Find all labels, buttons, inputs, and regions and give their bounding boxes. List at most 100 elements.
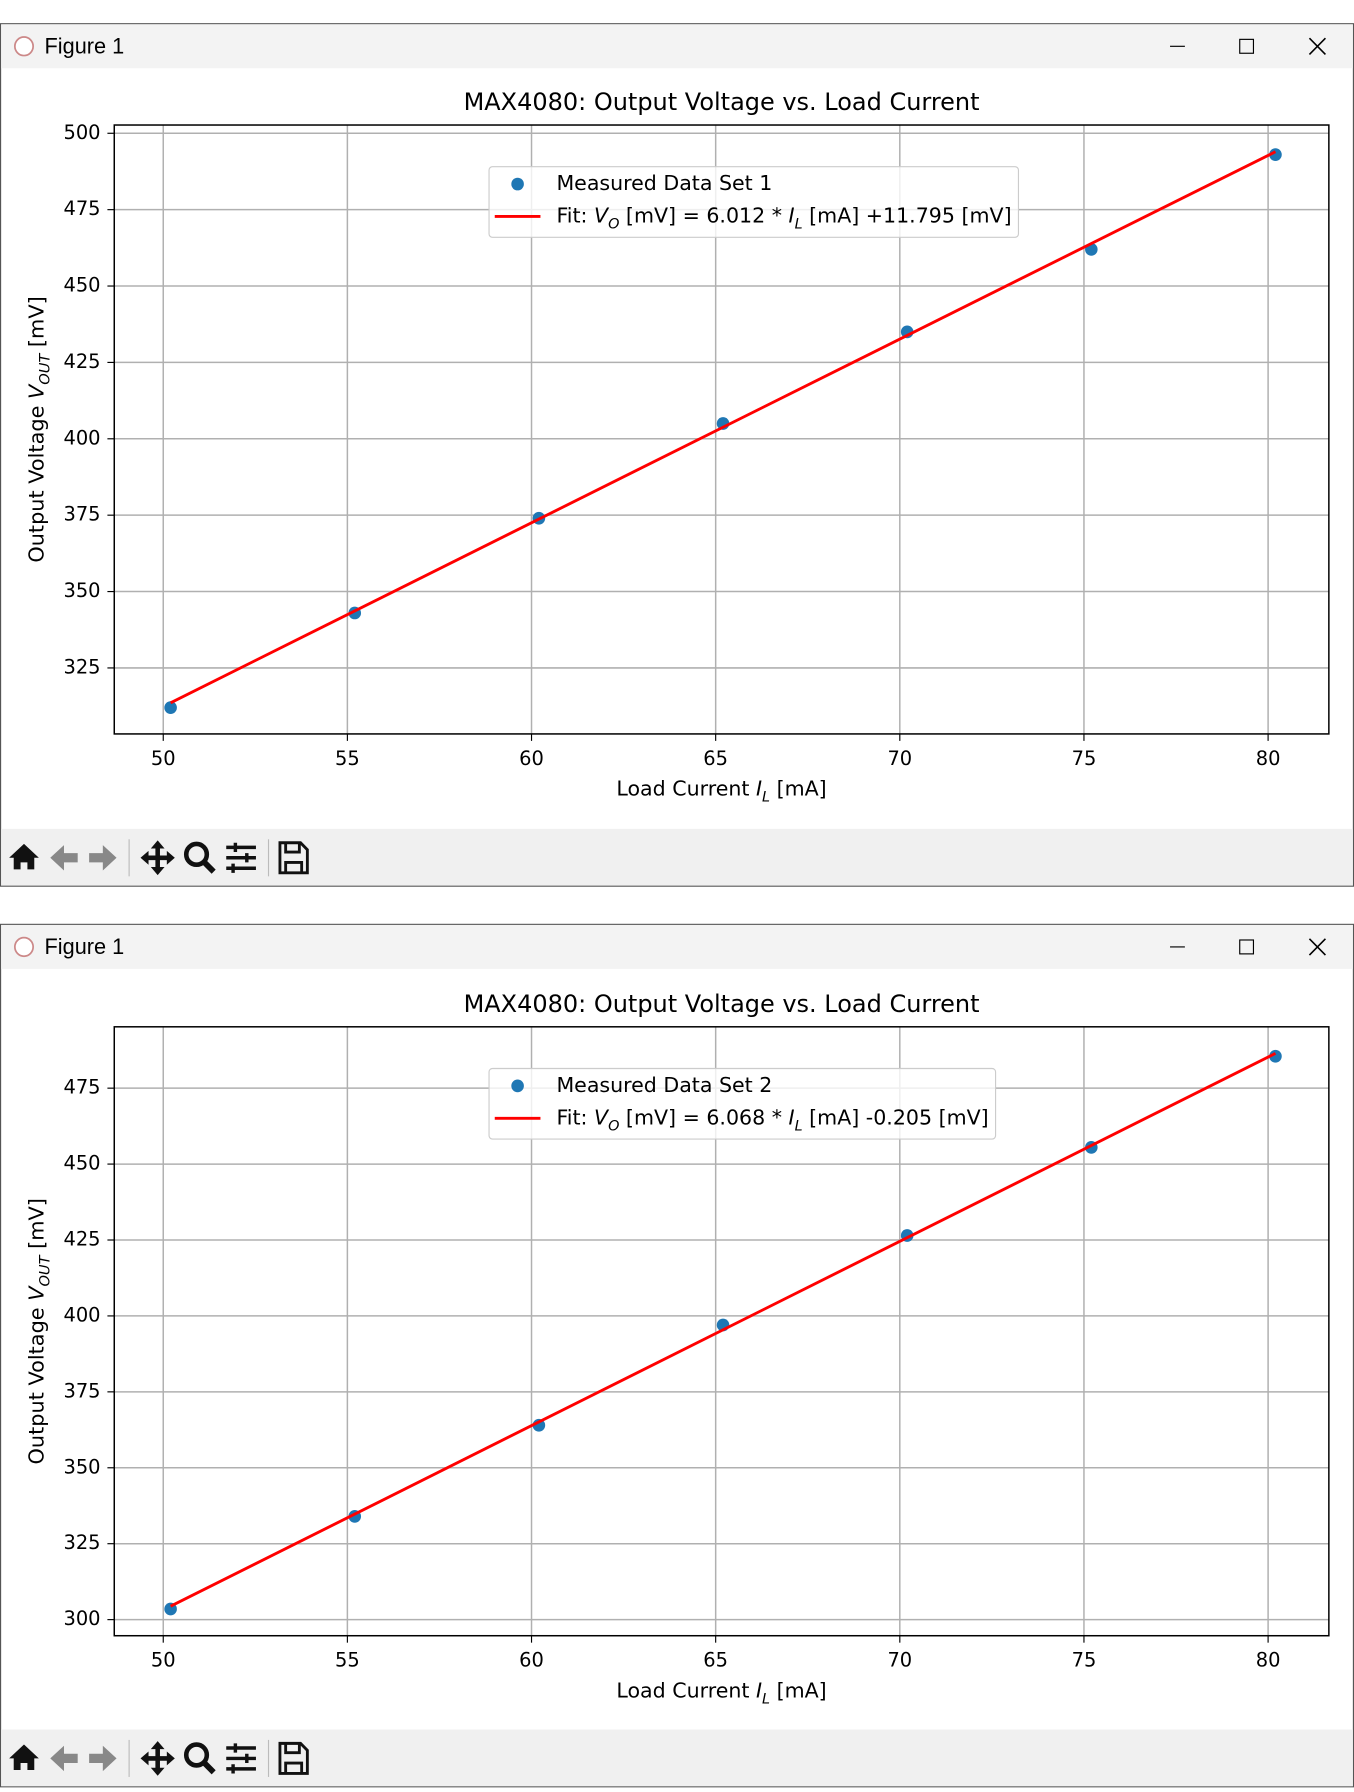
x-axis-label: Load Current IL [mA]	[616, 1678, 826, 1707]
fit-line	[169, 1052, 1277, 1608]
y-tick-label: 475	[63, 1076, 100, 1099]
legend-label: Fit: VO [mV] = 6.068 * IL [mA] -0.205 [m…	[556, 1105, 988, 1134]
data-point	[164, 701, 177, 715]
legend: Measured Data Set 2 Fit: VO [mV] = 6.068 …	[488, 1067, 997, 1140]
text-part: [mA] +11.795 [mV]	[803, 203, 1012, 227]
x-tick-label: 65	[703, 1649, 728, 1672]
close-button[interactable]	[1308, 938, 1327, 956]
y-tick-label: 325	[63, 1531, 100, 1554]
save-button[interactable]	[278, 841, 309, 875]
legend-box	[488, 166, 1020, 238]
pan-button[interactable]	[140, 840, 175, 876]
configure-button[interactable]	[226, 842, 256, 873]
y-tick-label: 450	[63, 273, 100, 296]
x-tick-label: 55	[335, 1649, 360, 1672]
y-axis-label: Output Voltage VOUT [mV]	[25, 296, 54, 562]
text-part: O	[608, 1118, 619, 1134]
x-tick-label: 55	[335, 747, 360, 770]
title-bar	[1, 924, 1353, 969]
y-tick-label: 350	[63, 1455, 100, 1478]
data-point	[1269, 1049, 1282, 1063]
x-tick-label: 75	[1072, 1649, 1097, 1672]
chart: 50 55 60 65 70 75 80 325 350 375 400 425 450 475 500 MA…	[25, 88, 1330, 806]
zoom-button[interactable]	[183, 1742, 210, 1768]
text-part: I	[756, 776, 762, 800]
y-tick-label: 350	[63, 579, 100, 602]
x-tick-label: 70	[887, 1649, 912, 1672]
y-tick-label: 400	[63, 1303, 100, 1326]
forward-button[interactable]	[89, 845, 117, 871]
text-part: [mV] = 6.012 *	[619, 203, 788, 227]
maximize-button[interactable]	[1239, 939, 1255, 955]
text-part: O	[608, 216, 619, 232]
maximize-button[interactable]	[1239, 38, 1255, 54]
y-axis-label: Output Voltage VOUT [mV]	[25, 1198, 54, 1464]
y-tick-label: 475	[63, 197, 100, 220]
x-tick-label: 60	[519, 1649, 544, 1672]
text-part: OUT	[38, 1254, 54, 1286]
y-tick-label: 425	[63, 350, 100, 373]
text-part: OUT	[38, 353, 54, 385]
text-part: V	[25, 1285, 49, 1301]
close-button[interactable]	[1308, 37, 1327, 55]
zoom-handle	[201, 859, 216, 874]
x-tick-label: 50	[151, 747, 176, 770]
home-button[interactable]	[9, 843, 39, 870]
legend-label: Measured Data Set 1	[556, 171, 772, 195]
text-part: Load Current	[616, 776, 756, 800]
text-part: Load Current	[616, 1678, 756, 1702]
text-part: V	[594, 203, 610, 227]
configure-button[interactable]	[226, 1743, 256, 1774]
y-tick-label: 375	[63, 503, 100, 526]
forward-button[interactable]	[89, 1745, 117, 1772]
x-tick-label: 60	[519, 747, 544, 770]
y-tick-label: 325	[63, 655, 100, 678]
text-part: L	[795, 1118, 803, 1134]
zoom-handle	[201, 1759, 216, 1775]
x-tick-label: 75	[1072, 747, 1097, 770]
legend-label: Fit: VO [mV] = 6.012 * IL [mA] +11.795 […	[556, 203, 1011, 232]
y-tick-label: 400	[63, 426, 100, 449]
window-title: Figure 1	[45, 934, 125, 959]
text-part: V	[25, 383, 49, 399]
text-part: L	[762, 789, 770, 805]
legend-box	[488, 1067, 997, 1140]
text-part: Output Voltage	[25, 1301, 49, 1465]
text-part: L	[762, 1691, 770, 1707]
legend-marker	[511, 1079, 524, 1093]
y-tick-label: 450	[63, 1152, 100, 1175]
title-bar	[1, 24, 1353, 69]
text-part: L	[795, 216, 803, 232]
home-button[interactable]	[9, 1744, 39, 1771]
save-button[interactable]	[278, 1741, 309, 1775]
chart-title: MAX4080: Output Voltage vs. Load Current	[464, 88, 980, 116]
chart-title: MAX4080: Output Voltage vs. Load Current	[464, 990, 980, 1018]
toolbar	[1, 1729, 1353, 1787]
text-part: [mA] -0.205 [mV]	[803, 1105, 989, 1129]
text-part: [mA]	[770, 776, 827, 800]
chart: 50 55 60 65 70 75 80 300 325 350 375 400 425 450 475 MA…	[25, 990, 1330, 1707]
zoom-button[interactable]	[183, 841, 210, 868]
legend-label: Measured Data Set 2	[556, 1073, 772, 1097]
x-axis-label: Load Current IL [mA]	[616, 776, 826, 805]
text-part: I	[756, 1678, 762, 1702]
text-part: Output Voltage	[25, 399, 49, 563]
x-tick-label: 80	[1256, 747, 1281, 770]
y-tick-label: 425	[63, 1227, 100, 1250]
x-tick-label: 65	[703, 747, 728, 770]
app-icon	[13, 936, 34, 958]
pan-button[interactable]	[140, 1741, 175, 1776]
fit-line	[169, 150, 1277, 705]
text-part: Fit:	[556, 203, 594, 227]
text-part: [mV]	[25, 1198, 49, 1255]
back-button[interactable]	[50, 1745, 78, 1772]
app-icon	[13, 36, 34, 57]
back-button[interactable]	[50, 845, 78, 871]
text-part: [mV] = 6.068 *	[619, 1105, 788, 1129]
y-tick-label: 375	[63, 1379, 100, 1402]
x-tick-label: 70	[887, 747, 912, 770]
axes-frame	[113, 124, 1330, 735]
window-title: Figure 1	[45, 33, 125, 58]
text-part: I	[789, 1105, 795, 1129]
